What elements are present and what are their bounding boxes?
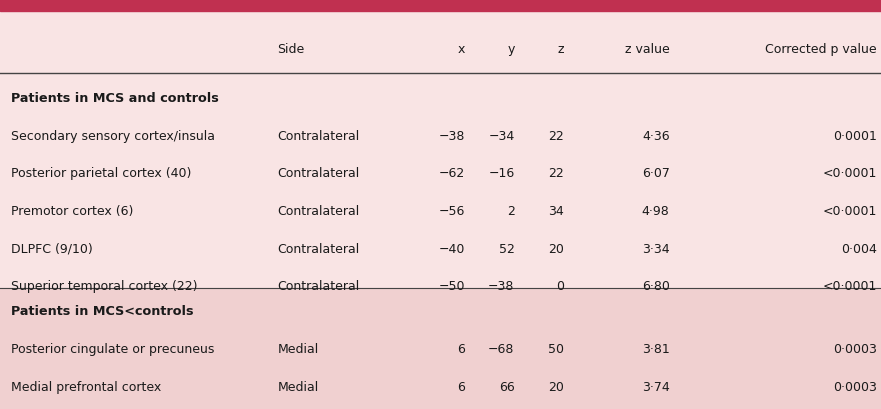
Text: Secondary sensory cortex/insula: Secondary sensory cortex/insula [11, 129, 215, 142]
Text: Posterior parietal cortex (40): Posterior parietal cortex (40) [11, 167, 191, 180]
Text: Contralateral: Contralateral [278, 204, 359, 218]
Text: Contralateral: Contralateral [278, 242, 359, 255]
Text: DLPFC (9/10): DLPFC (9/10) [11, 242, 93, 255]
Text: Premotor cortex (6): Premotor cortex (6) [11, 204, 133, 218]
Text: 6: 6 [457, 342, 465, 355]
Text: 22: 22 [548, 129, 564, 142]
Text: 4·98: 4·98 [642, 204, 670, 218]
Text: 66: 66 [499, 380, 515, 393]
Text: 0·0003: 0·0003 [833, 380, 877, 393]
Text: −38: −38 [439, 129, 465, 142]
Text: 34: 34 [548, 204, 564, 218]
Text: −62: −62 [439, 167, 465, 180]
Text: 2: 2 [507, 204, 515, 218]
Text: −40: −40 [439, 242, 465, 255]
Text: z value: z value [625, 43, 670, 56]
Text: −68: −68 [488, 342, 515, 355]
Text: Contralateral: Contralateral [278, 129, 359, 142]
Text: Corrected p value: Corrected p value [765, 43, 877, 56]
Text: 22: 22 [548, 167, 564, 180]
Text: −50: −50 [439, 280, 465, 293]
Text: Patients in MCS and controls: Patients in MCS and controls [11, 92, 218, 105]
Text: 0: 0 [556, 280, 564, 293]
Text: 50: 50 [548, 342, 564, 355]
Bar [0, 288, 881, 409]
Text: 52: 52 [499, 242, 515, 255]
Text: −34: −34 [488, 129, 515, 142]
Text: 3·34: 3·34 [642, 242, 670, 255]
Text: 20: 20 [548, 242, 564, 255]
Text: <0·0001: <0·0001 [822, 280, 877, 293]
Text: 6: 6 [457, 380, 465, 393]
Text: Side: Side [278, 43, 305, 56]
Text: z: z [558, 43, 564, 56]
Text: Contralateral: Contralateral [278, 167, 359, 180]
Bar [0, 0, 881, 12]
Text: Superior temporal cortex (22): Superior temporal cortex (22) [11, 280, 197, 293]
Text: Patients in MCS<controls: Patients in MCS<controls [11, 304, 193, 317]
Text: 0·0003: 0·0003 [833, 342, 877, 355]
Text: 20: 20 [548, 380, 564, 393]
Text: 6·07: 6·07 [641, 167, 670, 180]
Text: 0·0001: 0·0001 [833, 129, 877, 142]
Text: 0·004: 0·004 [840, 242, 877, 255]
Text: Medial: Medial [278, 342, 319, 355]
Text: 4·36: 4·36 [642, 129, 670, 142]
Text: −38: −38 [488, 280, 515, 293]
Text: Medial prefrontal cortex: Medial prefrontal cortex [11, 380, 161, 393]
Text: <0·0001: <0·0001 [822, 204, 877, 218]
Text: 3·74: 3·74 [642, 380, 670, 393]
Text: −56: −56 [439, 204, 465, 218]
Text: 3·81: 3·81 [642, 342, 670, 355]
Text: Posterior cingulate or precuneus: Posterior cingulate or precuneus [11, 342, 214, 355]
Text: <0·0001: <0·0001 [822, 167, 877, 180]
Text: Medial: Medial [278, 380, 319, 393]
Text: −16: −16 [488, 167, 515, 180]
Text: y: y [507, 43, 515, 56]
Text: x: x [458, 43, 465, 56]
Text: Contralateral: Contralateral [278, 280, 359, 293]
Text: 6·80: 6·80 [641, 280, 670, 293]
